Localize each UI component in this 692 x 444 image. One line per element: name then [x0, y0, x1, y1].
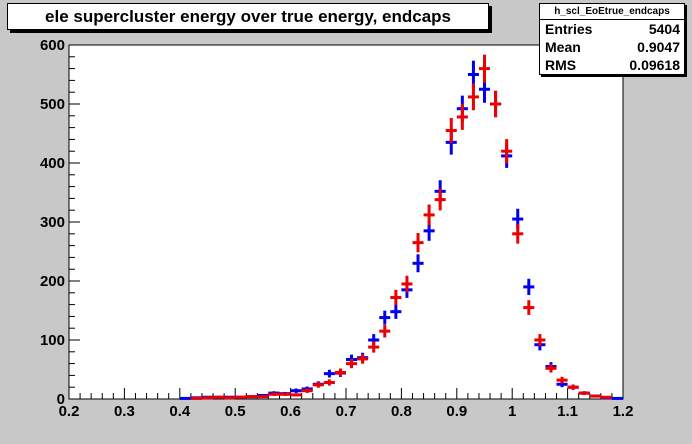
chart-title-box: ele supercluster energy over true energy…: [7, 3, 489, 30]
data-point: [202, 397, 213, 399]
y-tick-label: 100: [40, 332, 65, 349]
data-point: [191, 398, 202, 399]
entries-label: Entries: [545, 20, 592, 38]
rms-value: 0.09618: [629, 56, 680, 74]
data-point: [590, 395, 601, 398]
data-point: [280, 393, 291, 396]
data-point: [257, 395, 268, 397]
data-point: [213, 396, 224, 398]
data-point: [235, 396, 246, 398]
data-point: [601, 396, 612, 398]
y-tick-label: 600: [40, 37, 65, 54]
mean-value: 0.9047: [637, 38, 680, 56]
data-point: [291, 393, 302, 396]
x-tick-label: 1: [508, 403, 516, 420]
stats-box: h_scl_EoEtrue_endcaps Entries 5404 Mean …: [539, 3, 685, 75]
x-tick-label: 0.7: [336, 403, 357, 420]
y-tick-label: 300: [40, 214, 65, 231]
x-tick-label: 0.4: [169, 403, 191, 420]
x-tick-label: 0.3: [114, 403, 135, 420]
x-tick-label: 0.8: [391, 403, 412, 420]
chart-title: ele supercluster energy over true energy…: [8, 7, 488, 27]
x-tick-label: 0.6: [280, 403, 301, 420]
y-tick-label: 200: [40, 273, 65, 290]
histogram-name: h_scl_EoEtrue_endcaps: [540, 4, 684, 20]
x-tick-label: 0.9: [446, 403, 467, 420]
y-tick-label: 400: [40, 155, 65, 172]
entries-value: 5404: [649, 20, 680, 38]
stats-row-entries: Entries 5404: [540, 20, 684, 38]
data-point: [612, 398, 623, 399]
data-point: [246, 395, 257, 397]
rms-label: RMS: [545, 56, 576, 74]
x-tick-label: 1.2: [613, 403, 634, 420]
stats-row-rms: RMS 0.09618: [540, 56, 684, 74]
data-point: [268, 393, 279, 396]
data-point: [224, 397, 235, 399]
data-point: [180, 398, 191, 399]
x-tick-label: 0.2: [59, 403, 80, 420]
mean-label: Mean: [545, 38, 581, 56]
x-tick-label: 1.1: [557, 403, 578, 420]
y-tick-label: 500: [40, 96, 65, 113]
x-tick-label: 0.5: [225, 403, 246, 420]
data-point: [579, 391, 590, 395]
stats-row-mean: Mean 0.9047: [540, 38, 684, 56]
